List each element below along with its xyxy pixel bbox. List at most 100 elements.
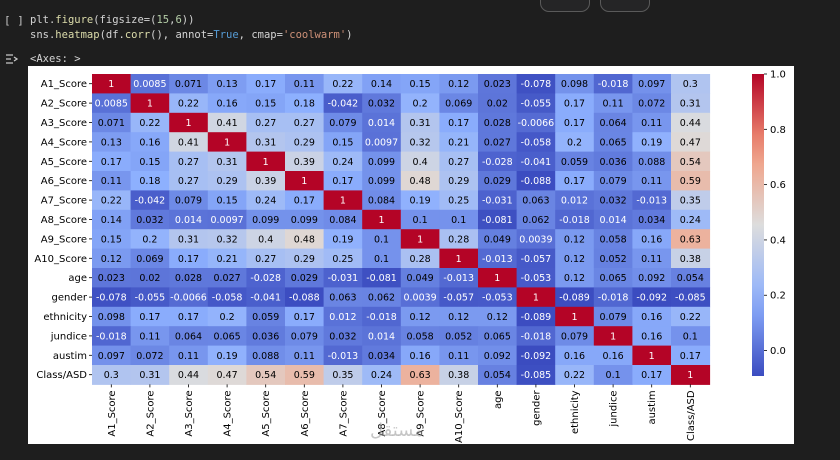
cell-annotation: 0.1: [413, 215, 428, 226]
cell-annotation: -0.057: [443, 293, 474, 304]
x-tick-label: A3_Score: [184, 390, 195, 436]
heatmap-cell: [362, 93, 402, 114]
heatmap-cell: [671, 248, 711, 269]
cell-annotation: 0.11: [641, 176, 662, 187]
heatmap-cell: [323, 268, 363, 288]
heatmap-cell: [478, 74, 518, 94]
cell-annotation: 0.088: [252, 351, 279, 362]
cell-annotation: 0.31: [139, 370, 160, 381]
heatmap-cell: [362, 248, 402, 269]
heatmap-cell: [246, 93, 286, 114]
cell-annotation: 0.18: [294, 99, 315, 110]
cell-annotation: 0.38: [448, 370, 469, 381]
heatmap-cell: [439, 345, 479, 366]
cell-annotation: 0.064: [599, 118, 626, 129]
heatmap-cell: [285, 287, 325, 308]
heatmap-cell: [323, 171, 363, 191]
heatmap-cell: [593, 112, 633, 133]
cell-annotation: 0.071: [175, 79, 202, 90]
cell-annotation: -0.081: [366, 273, 397, 284]
toolbar-button[interactable]: [600, 0, 650, 12]
heatmap-cell: [285, 112, 325, 133]
cell-annotation: 1: [340, 196, 346, 207]
heatmap-cell: [400, 287, 440, 308]
y-tick-label: Class/ASD: [36, 370, 87, 381]
heatmap-cell: [593, 326, 633, 347]
heatmap-cell: [555, 190, 595, 211]
cell-annotation: -0.013: [328, 351, 359, 362]
heatmap-cell: [207, 93, 247, 114]
colorbar: [752, 74, 764, 376]
heatmap-cell: [478, 151, 518, 172]
heatmap-cell: [362, 306, 402, 327]
cell-annotation: 0.1: [683, 331, 698, 342]
heatmap-cell: [130, 151, 170, 172]
cell-annotation: 0.21: [448, 137, 469, 148]
cell-annotation: 0.036: [252, 331, 279, 342]
cell-annotation: 0.1: [606, 370, 621, 381]
cell-annotation: 0.11: [603, 99, 624, 110]
cell-annotation: 0.11: [139, 331, 160, 342]
toolbar-button[interactable]: [540, 0, 590, 12]
cell-annotation: 0.63: [410, 370, 431, 381]
heatmap-cell: [555, 171, 595, 191]
code-cell-editor[interactable]: plt.figure(figsize=(15,6)) sns.heatmap(df…: [30, 13, 352, 43]
heatmap-cell: [632, 306, 672, 327]
cell-annotation: 0.25: [332, 254, 353, 265]
heatmap-cell: [439, 151, 479, 172]
heatmap-cell: [400, 248, 440, 269]
output-toggle-icon[interactable]: [5, 53, 19, 65]
heatmap-cell: [362, 190, 402, 211]
heatmap-cell: [516, 151, 556, 172]
cell-annotation: -0.058: [521, 137, 552, 148]
cell-annotation: -0.057: [521, 254, 552, 265]
y-tick-label: A1_Score: [41, 79, 87, 90]
heatmap-cell: [478, 287, 518, 308]
heatmap-cell: [555, 326, 595, 347]
heatmap-cell: [246, 268, 286, 288]
heatmap-cell: [323, 287, 363, 308]
heatmap-cell: [169, 74, 209, 94]
heatmap-cell: [246, 112, 286, 133]
colorbar-tick-label: 0.8: [770, 125, 786, 136]
y-tick-label: age: [68, 273, 87, 284]
y-tick-label: A6_Score: [41, 176, 87, 187]
heatmap-cell: [130, 326, 170, 347]
heatmap-cell: [478, 229, 518, 250]
heatmap-cell: [400, 171, 440, 191]
heatmap-cell: [246, 190, 286, 211]
heatmap-cell: [632, 74, 672, 94]
heatmap-cell: [323, 345, 363, 366]
heatmap-cell: [516, 74, 556, 94]
cell-annotation: 0.065: [484, 331, 511, 342]
cell-annotation: 0.59: [680, 176, 701, 187]
heatmap-cell: [246, 151, 286, 172]
heatmap-cell: [130, 287, 170, 308]
heatmap-cell: [169, 345, 209, 366]
colorbar-tick-label: 0.6: [770, 180, 786, 191]
heatmap-cell: [478, 345, 518, 366]
heatmap-cell: [130, 345, 170, 366]
cell-annotation: 0.069: [136, 254, 163, 265]
cell-annotation: 0.48: [294, 234, 315, 245]
x-tick-label: gender: [531, 390, 542, 426]
cell-annotation: -0.042: [328, 99, 359, 110]
x-tick-label: A9_Score: [416, 390, 427, 436]
heatmap-cell: [478, 326, 518, 347]
heatmap-cell: [285, 93, 325, 114]
cell-annotation: 0.41: [217, 118, 238, 129]
heatmap-cell: [516, 112, 556, 133]
heatmap-cell: [671, 209, 711, 230]
cell-annotation: 0.16: [139, 137, 160, 148]
cell-run-indicator[interactable]: [ ]: [4, 14, 24, 27]
cell-annotation: 0.22: [101, 196, 122, 207]
heatmap-cell: [169, 306, 209, 327]
heatmap-cell: [92, 306, 132, 327]
cell-annotation: 0.099: [252, 215, 279, 226]
heatmap-cell: [632, 287, 672, 308]
heatmap-cell: [632, 326, 672, 347]
heatmap-cell: [555, 306, 595, 327]
cell-annotation: 0.32: [410, 137, 431, 148]
cell-annotation: -0.031: [328, 273, 359, 284]
heatmap-cell: [285, 132, 325, 153]
